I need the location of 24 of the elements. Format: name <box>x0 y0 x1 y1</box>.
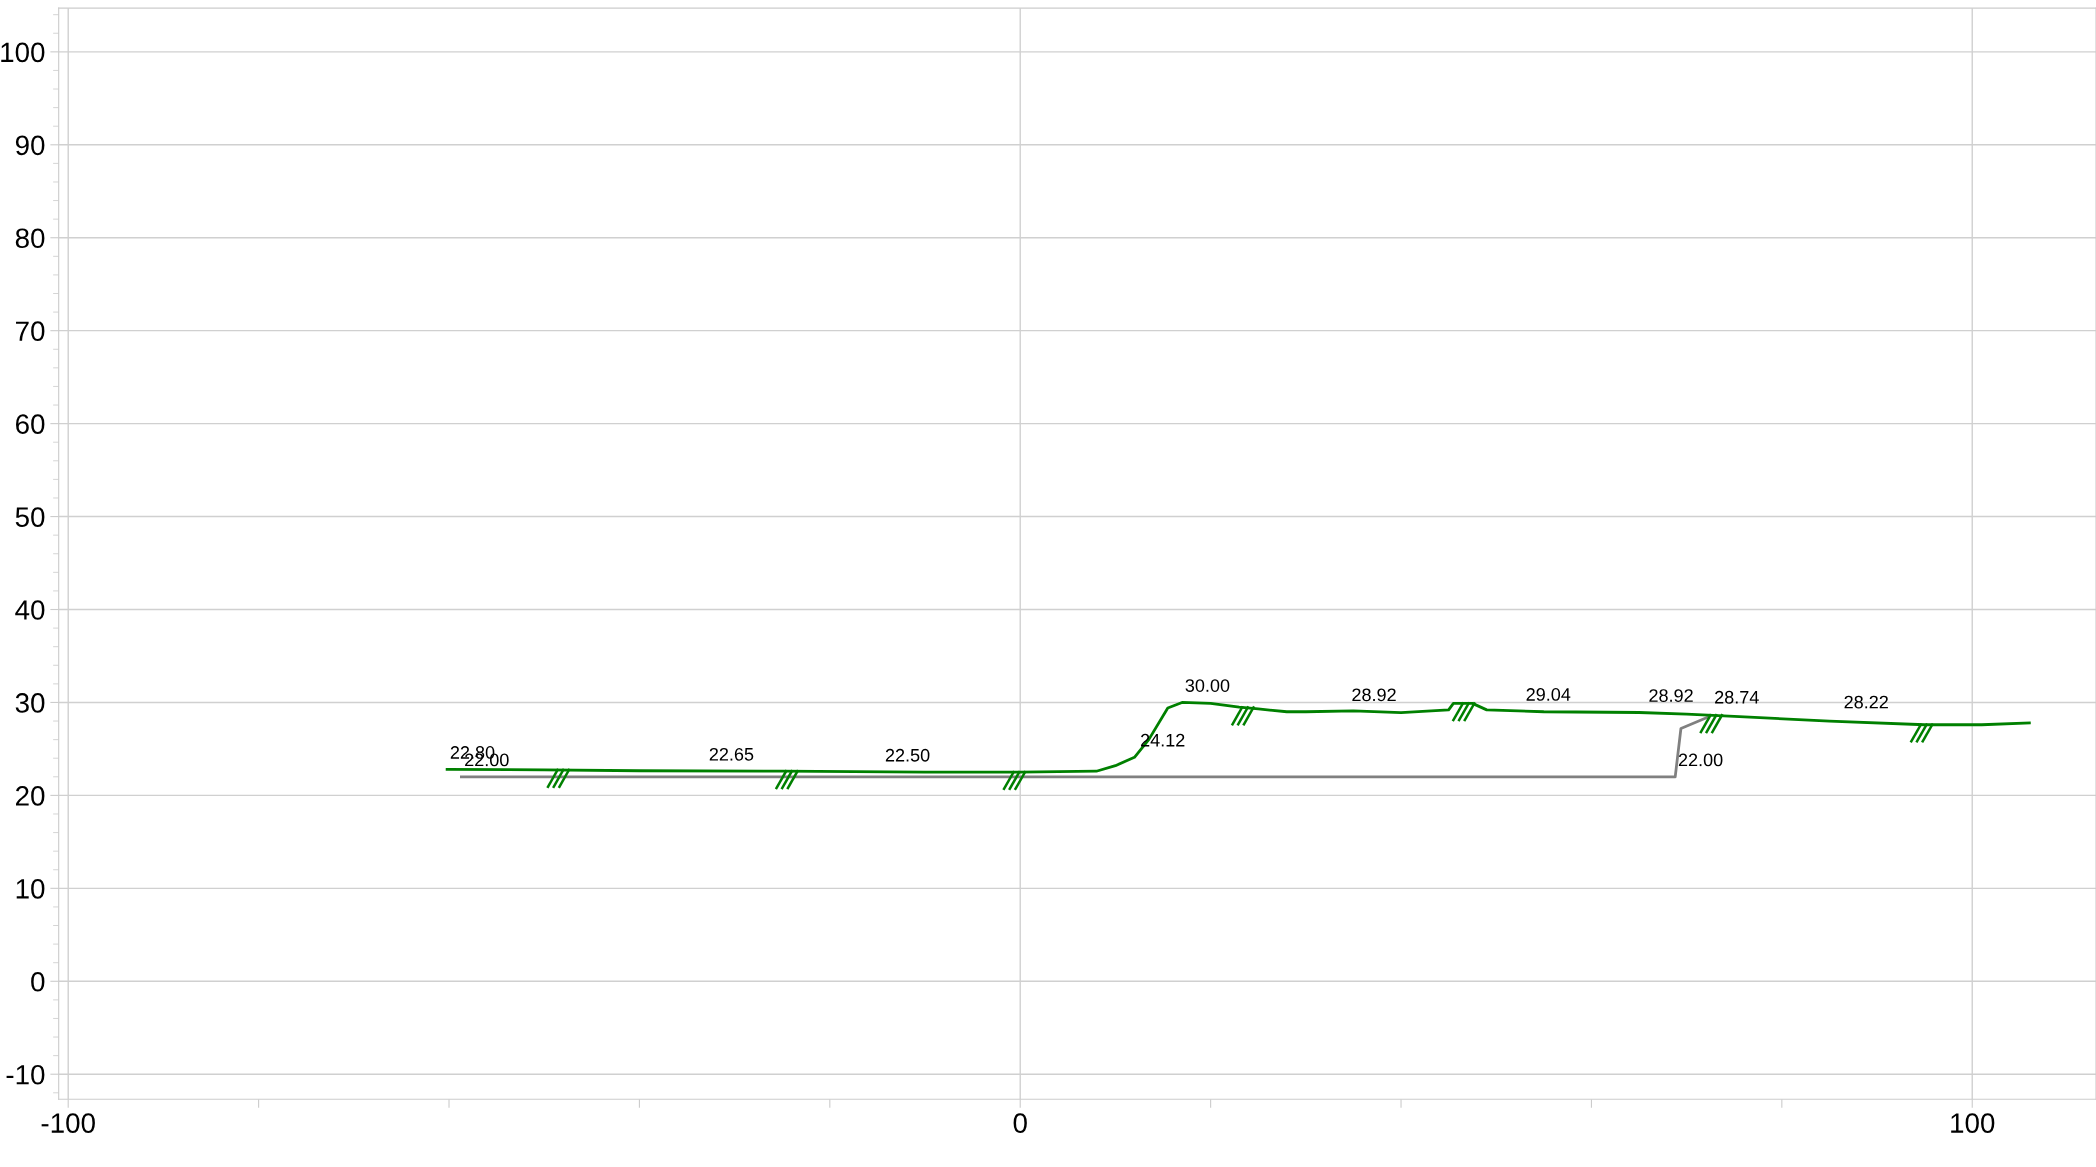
annotation: 28.92 <box>1352 688 1396 702</box>
annotation: 28.22 <box>1844 695 1888 709</box>
x-tick-label: 100 <box>1951 1113 1995 1133</box>
annotation: 29.04 <box>1526 688 1571 701</box>
annotation: 22.65 <box>709 747 754 761</box>
annotation: 28.92 <box>1649 689 1693 702</box>
y-tick-label: 80 <box>15 228 45 249</box>
y-tick-label: 70 <box>16 321 45 342</box>
y-tick-label: 100 <box>1 42 45 63</box>
x-tick-label: 0 <box>1013 1113 1027 1133</box>
annotation: 28.74 <box>1715 690 1759 704</box>
annotation: 22.50 <box>885 748 930 762</box>
y-tick-label: -10 <box>6 1064 45 1085</box>
y-tick-label: 50 <box>15 507 45 527</box>
annotation: 22.00 <box>1678 753 1723 767</box>
y-tick-label: 10 <box>16 879 45 899</box>
y-tick-label: 60 <box>16 414 45 434</box>
x-tick-label: -100 <box>41 1113 95 1133</box>
y-tick-label: 20 <box>16 786 45 806</box>
y-tick-label: 40 <box>15 600 45 620</box>
annotation: 30.00 <box>1185 679 1230 692</box>
y-tick-label: 30 <box>15 693 45 713</box>
y-tick-label: 0 <box>31 971 45 992</box>
y-tick-label: 90 <box>15 135 45 156</box>
